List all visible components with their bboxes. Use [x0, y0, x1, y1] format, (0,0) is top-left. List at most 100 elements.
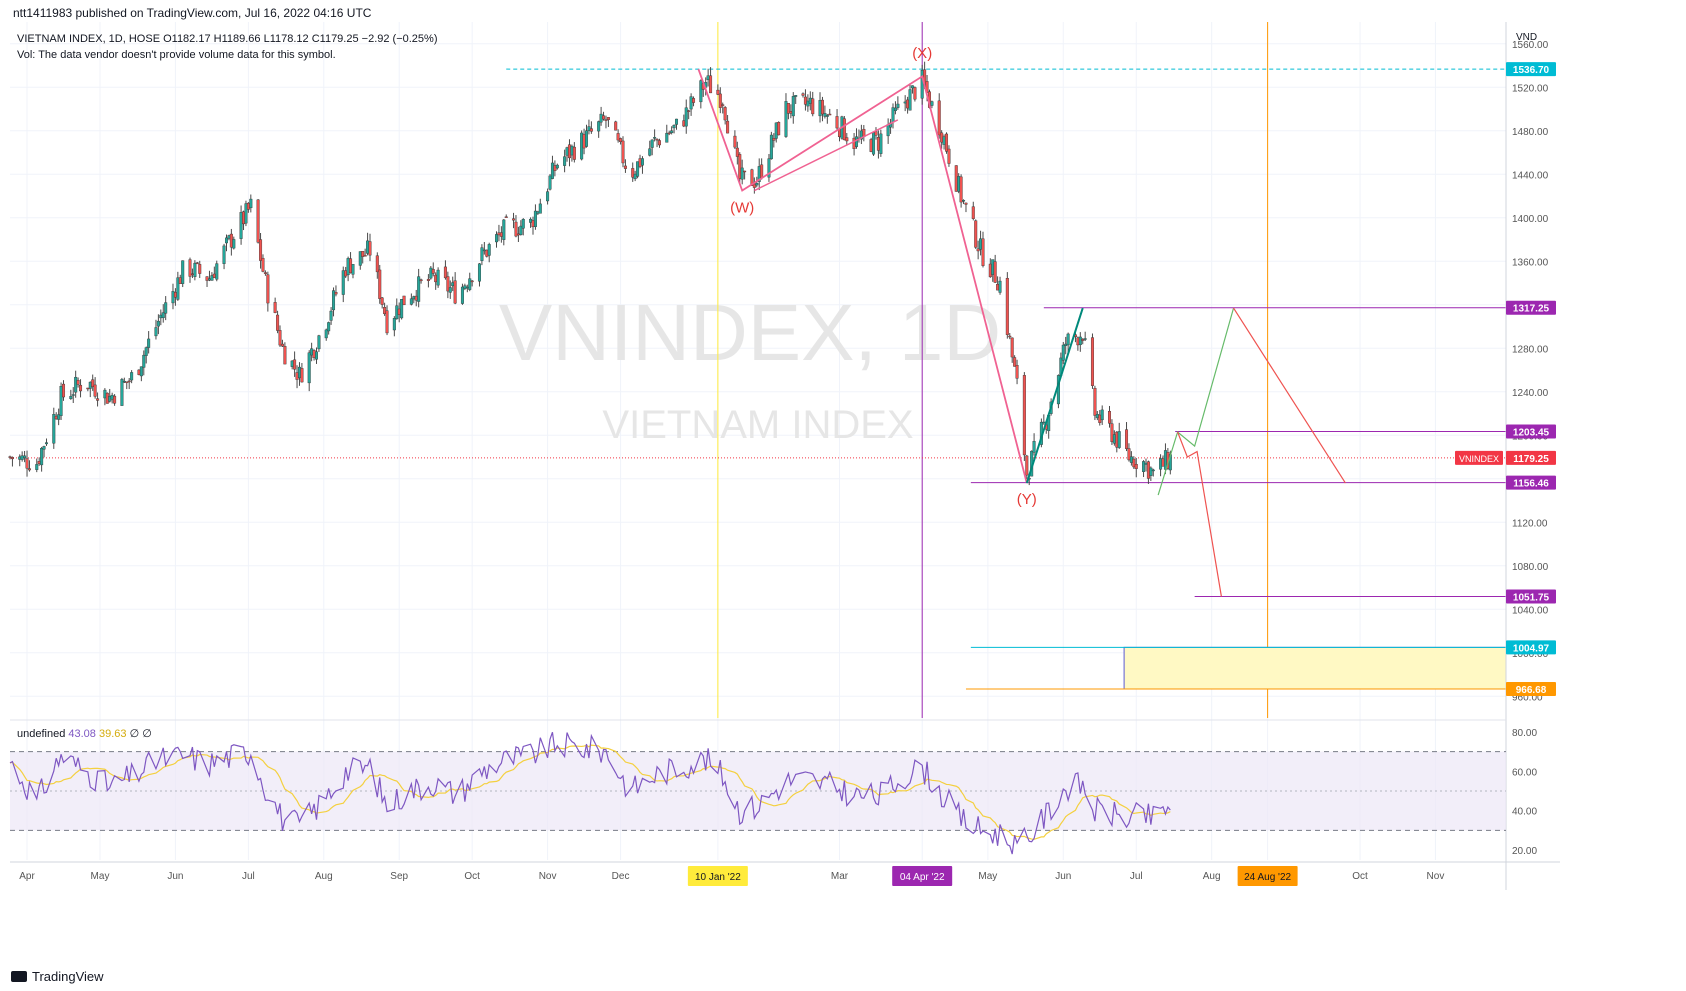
candle-body: [463, 285, 467, 289]
candle-body: [657, 140, 661, 146]
candle-body: [940, 132, 944, 143]
candle-body: [988, 263, 992, 278]
candle-body: [794, 95, 798, 97]
candle-body: [263, 272, 267, 274]
price-tick: 1040.00: [1512, 605, 1549, 616]
candle-body: [913, 87, 917, 100]
rsi-label: undefined 43.08 39.63 ∅ ∅: [17, 728, 152, 740]
candle-body: [699, 80, 703, 103]
target-zone-box: [1123, 646, 1507, 690]
candle-body: [828, 113, 832, 116]
candle-body: [1005, 278, 1009, 335]
candle-body: [1110, 423, 1114, 442]
date-marker-label: 10 Jan '22: [695, 872, 741, 883]
candle-body: [300, 368, 304, 383]
candle-body: [896, 103, 900, 108]
candle-body: [380, 297, 384, 305]
candle-body: [10, 456, 14, 460]
candle-body: [606, 117, 610, 120]
candle-body: [127, 380, 131, 383]
date-marker-label: 04 Apr '22: [900, 872, 945, 883]
month-tick: Mar: [831, 871, 849, 882]
candle-body: [555, 164, 559, 169]
candle-body: [514, 221, 518, 237]
candle-body: [962, 200, 966, 202]
candle-body: [599, 113, 603, 123]
candle-body: [307, 352, 311, 384]
candle-body: [808, 97, 812, 104]
candle-body: [40, 448, 44, 466]
candle-body: [88, 381, 92, 389]
candle-body: [383, 307, 387, 315]
candle-body: [105, 392, 109, 404]
candle-body: [672, 124, 676, 129]
candle-body: [716, 89, 720, 95]
candle-body: [178, 277, 182, 284]
candle-body: [589, 128, 593, 132]
candle-body: [451, 282, 455, 287]
candle-body: [648, 148, 652, 156]
impulse-line: [1025, 307, 1084, 484]
candle-body: [1098, 414, 1102, 423]
candle-body: [553, 165, 557, 171]
candle-body: [8, 456, 12, 458]
candle-body: [655, 138, 659, 141]
candle-body: [786, 103, 790, 114]
candle-body: [59, 386, 63, 416]
bullish-projection: [1157, 307, 1235, 496]
month-tick: Apr: [19, 871, 35, 882]
candle-body: [825, 115, 829, 117]
price-label-bg: [1506, 424, 1556, 439]
candle-body: [161, 312, 165, 319]
candle-body: [1061, 344, 1065, 361]
candle-body: [159, 314, 163, 319]
candle-body: [25, 458, 29, 469]
candle-body: [195, 262, 199, 264]
candle-body: [752, 183, 756, 188]
month-tick: May: [91, 871, 110, 882]
candle-body: [1100, 409, 1104, 421]
candle-body: [774, 122, 778, 139]
candle-body: [976, 248, 980, 252]
candle-body: [1142, 461, 1146, 472]
candle-body: [998, 280, 1002, 293]
candle-body: [740, 167, 744, 180]
price-tick: 1480.00: [1512, 127, 1549, 138]
candle-body: [188, 259, 192, 277]
candle-body: [1022, 375, 1026, 456]
candle-body: [261, 257, 265, 272]
candle-body: [120, 379, 124, 406]
month-tick: Jun: [167, 871, 183, 882]
candle-body: [448, 287, 452, 293]
candle-body: [726, 120, 730, 134]
candle-body: [110, 394, 114, 400]
candle-body: [1117, 431, 1121, 448]
candle-body: [604, 119, 608, 121]
candle-body: [392, 318, 396, 331]
date-marker-bg: [892, 866, 953, 886]
candle-body: [597, 121, 601, 132]
candle-body: [1090, 337, 1094, 386]
candle-body: [27, 468, 31, 471]
candle-body: [266, 274, 270, 304]
candle-body: [477, 263, 481, 282]
candle-body: [480, 247, 484, 261]
candle-body: [190, 273, 194, 275]
candle-body: [314, 351, 318, 360]
candle-body: [942, 136, 946, 145]
candle-body: [614, 121, 618, 131]
candle-body: [246, 202, 250, 210]
candle-body: [332, 290, 336, 311]
bearish-projection-b: [1177, 431, 1222, 597]
candle-body: [397, 308, 401, 315]
wave-label-x: (X): [912, 45, 932, 62]
candle-body: [670, 130, 674, 134]
candle-body: [42, 446, 46, 450]
candle-body: [212, 273, 216, 278]
candle-body: [667, 132, 671, 135]
price-tick: 1400.00: [1512, 214, 1549, 225]
candle-body: [718, 93, 722, 108]
candle-body: [879, 133, 883, 154]
candle-body: [198, 264, 202, 274]
